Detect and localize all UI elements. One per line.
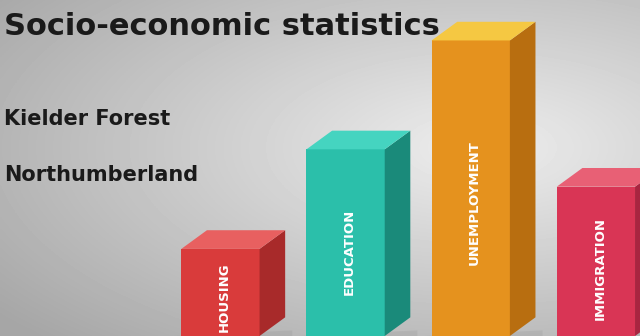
Polygon shape <box>307 131 410 149</box>
Polygon shape <box>181 230 285 249</box>
Polygon shape <box>557 187 635 336</box>
Text: EDUCATION: EDUCATION <box>343 209 356 295</box>
Text: Kielder Forest: Kielder Forest <box>4 109 170 129</box>
Polygon shape <box>181 249 260 336</box>
Polygon shape <box>385 131 410 336</box>
Polygon shape <box>431 22 536 40</box>
Polygon shape <box>307 149 385 336</box>
Polygon shape <box>635 168 640 336</box>
Text: UNEMPLOYMENT: UNEMPLOYMENT <box>468 140 481 265</box>
Polygon shape <box>557 168 640 187</box>
Text: Socio-economic statistics: Socio-economic statistics <box>4 12 440 41</box>
Text: HOUSING: HOUSING <box>218 262 231 332</box>
Text: Northumberland: Northumberland <box>4 165 198 185</box>
Polygon shape <box>431 40 510 336</box>
Polygon shape <box>300 330 417 336</box>
Polygon shape <box>510 22 536 336</box>
Polygon shape <box>174 330 292 336</box>
Text: IMMIGRATION: IMMIGRATION <box>593 217 606 320</box>
Polygon shape <box>424 330 543 336</box>
Polygon shape <box>260 230 285 336</box>
Polygon shape <box>550 330 640 336</box>
